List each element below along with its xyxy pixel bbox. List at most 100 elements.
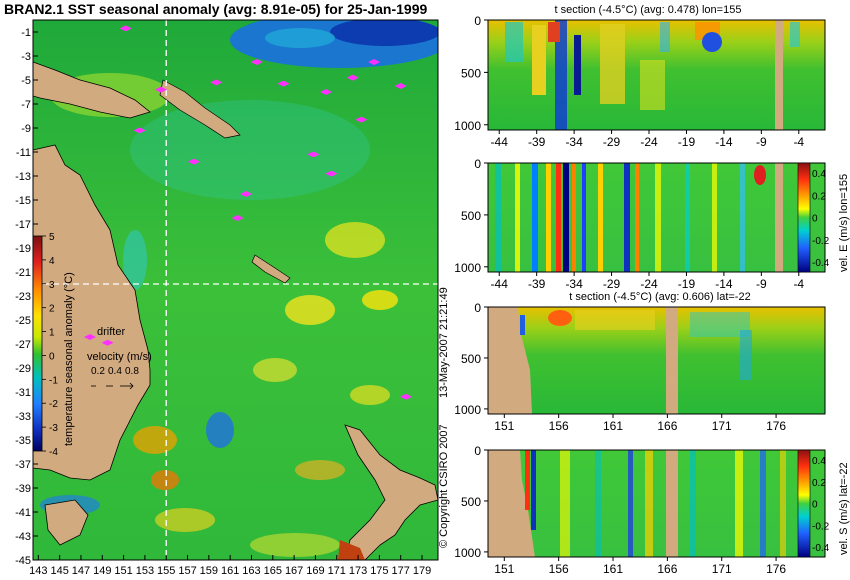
map-x-tick-label: 161	[221, 565, 239, 577]
section-y-tick-label: 500	[461, 66, 481, 80]
vel-s-colorbar-ticks: 0.4 0.2 0 -0.2 -0.4	[812, 456, 830, 554]
section-y-tick-label: 0	[474, 444, 481, 458]
drifter-point	[187, 158, 200, 165]
page-title: BRAN2.1 SST seasonal anomaly (avg: 8.91e…	[4, 1, 428, 17]
map-x-tick-label: 173	[349, 565, 367, 577]
vel-s-section-frame	[487, 449, 826, 558]
section-x-tick-label: -9	[756, 277, 767, 291]
colorbar-tick-label: -1	[49, 375, 58, 386]
vel-e-section-frame	[487, 162, 826, 273]
map-y-tick-label: -35	[15, 435, 31, 447]
vel-s-section-field	[488, 450, 825, 557]
colorbar-tick-label: -3	[49, 423, 58, 434]
section-x-tick-label: 176	[766, 419, 786, 433]
drifter-point	[368, 59, 381, 65]
t-section-lat-22-axes: 151 156 161 166 171 176 0 500 1000	[454, 301, 786, 433]
drifter-legend-label: drifter	[97, 326, 125, 338]
map-y-tick-label: -15	[15, 195, 31, 207]
section-y-tick-label: 0	[474, 14, 481, 28]
section-x-tick-label: -24	[640, 277, 658, 291]
section-x-tick-label: -34	[565, 277, 583, 291]
section-x-tick-label: -39	[528, 277, 546, 291]
vel-colorbar-tick-label: 0	[812, 500, 818, 511]
section-x-tick-label: 171	[712, 419, 732, 433]
section-y-tick-label: 0	[474, 157, 481, 171]
map-x-tick-label: 157	[178, 565, 196, 577]
drifter-legend-icon	[84, 334, 96, 340]
section-x-tick-label: -9	[756, 135, 767, 149]
section-y-tick-label: 500	[461, 209, 481, 223]
section-x-tick-label: -44	[491, 277, 509, 291]
map-y-tick-label: -7	[21, 99, 31, 111]
map-y-tick-label: -9	[21, 123, 31, 135]
map-y-tick-label: -21	[15, 267, 31, 279]
colorbar-label: temperature seasonal anomaly (°C)	[63, 272, 75, 446]
map-x-tick-label: 175	[370, 565, 388, 577]
drifter-point	[394, 83, 407, 89]
map-y-tick-label: -37	[15, 459, 31, 471]
map-x-tick-label: 155	[157, 565, 175, 577]
t-section-lon155-axes: -44 -39 -34 -29 -24 -19 -14 -9 -4 0 500 1000	[454, 14, 804, 149]
copyright-text: © Copyright CSIRO 2007	[438, 424, 450, 548]
section-x-tick-label: 161	[603, 562, 623, 576]
solomon-islands-land	[159, 79, 241, 139]
vel-s-section-lat-22-panel: 151 156 161 166 171 176 0 500 1000 0.4 0.2 0 -0.2 -0…	[454, 444, 850, 576]
map-x-tick-label: 171	[328, 565, 346, 577]
vel-e-colorbar-label: vel. E (m/s) lon=155	[838, 174, 850, 272]
section-x-tick-label: -19	[678, 277, 696, 291]
vel-colorbar-tick-label: -0.4	[812, 258, 830, 269]
velocity-scale-3: 0.8	[125, 366, 139, 377]
section-y-tick-label: 0	[474, 301, 481, 315]
colorbar-tick-label: -2	[49, 399, 58, 410]
section-x-tick-label: 151	[494, 419, 514, 433]
vel-colorbar-tick-label: -0.2	[812, 521, 830, 532]
section-x-tick-label: 171	[712, 562, 732, 576]
section-x-tick-label: -29	[603, 135, 621, 149]
vel-s-section-axes: 151 156 161 166 171 176 0 500 1000	[454, 444, 786, 576]
map-y-tick-label: -27	[15, 339, 31, 351]
map-guide-lines	[33, 20, 438, 560]
colorbar-gradient	[32, 235, 43, 452]
drifter-point	[210, 79, 223, 86]
drifter-point	[307, 151, 320, 158]
map-y-tick-label: -11	[16, 147, 31, 159]
colorbar-tick-label: 1	[49, 328, 55, 339]
colorbar-tick-label: 4	[49, 256, 55, 267]
map-y-tick-label: -5	[21, 75, 31, 87]
map-y-tick-label: -3	[21, 51, 31, 63]
colorbar-tick-label: -4	[49, 447, 58, 458]
map-y-tick-label: -39	[15, 483, 31, 495]
drifter-point	[240, 191, 253, 197]
section-x-tick-label: 166	[657, 419, 677, 433]
t-section-lon155-frame	[487, 19, 826, 131]
australia-land	[33, 144, 151, 481]
vel-colorbar-tick-label: 0.2	[812, 191, 826, 202]
t-section-lat-22-frame	[487, 306, 826, 415]
vel-s-colorbar-label: vel. S (m/s) lat=-22	[838, 462, 850, 555]
section-x-tick-label: 151	[494, 562, 514, 576]
section-x-tick-label: 161	[603, 419, 623, 433]
map-y-tick-label: -33	[15, 411, 31, 423]
map-x-axis: 143 145 147 149 151 153 155 157 159 161 163 165 167 1…	[29, 555, 431, 577]
section-y-tick-label: 1000	[454, 261, 481, 275]
colorbar-tick-label: 0	[49, 351, 55, 362]
vel-colorbar-tick-label: -0.4	[812, 543, 830, 554]
colorbar-tick-label: 3	[49, 280, 55, 291]
drifter-point	[101, 339, 114, 346]
velocity-legend-label: velocity (m/s)	[87, 351, 152, 363]
map-x-tick-label: 177	[392, 565, 410, 577]
drifter-point	[277, 80, 290, 87]
section-x-tick-label: -44	[491, 135, 509, 149]
section-x-tick-label: -29	[603, 277, 621, 291]
vel-colorbar-tick-label: -0.2	[812, 236, 830, 247]
timestamp-text: 13-May-2007 21:21:49	[438, 287, 450, 398]
t-section-lon155-title: t section (-4.5°C) (avg: 0.478) lon=155	[555, 4, 742, 16]
vel-colorbar-tick-label: 0	[812, 214, 818, 225]
vel-e-colorbar-ticks: 0.4 0.2 0 -0.2 -0.4	[812, 169, 830, 269]
colorbar-tick-label: 5	[49, 232, 55, 243]
drifter-point	[231, 215, 244, 221]
section-x-tick-label: -4	[793, 277, 804, 291]
t-section-lat-22-field	[488, 307, 825, 414]
t-section-lat-22-features	[488, 307, 752, 414]
map-y-tick-label: -31	[15, 387, 31, 399]
